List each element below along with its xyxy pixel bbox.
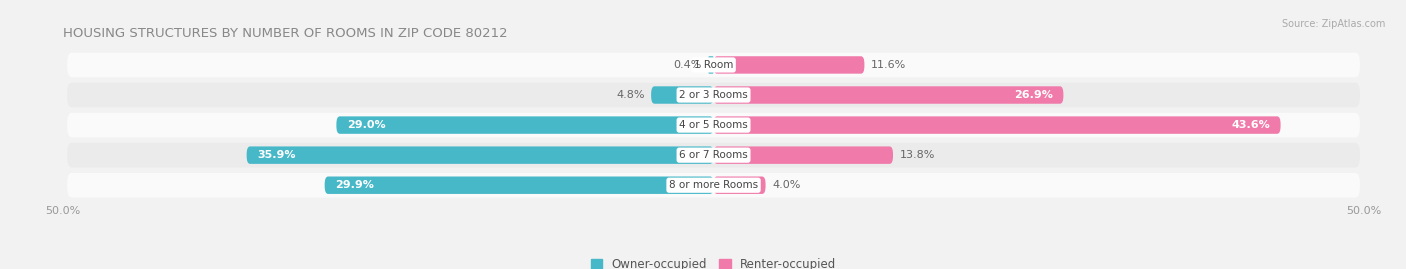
Text: 4 or 5 Rooms: 4 or 5 Rooms bbox=[679, 120, 748, 130]
FancyBboxPatch shape bbox=[67, 113, 1360, 137]
FancyBboxPatch shape bbox=[709, 56, 713, 74]
FancyBboxPatch shape bbox=[67, 143, 1360, 168]
FancyBboxPatch shape bbox=[67, 53, 1360, 77]
FancyBboxPatch shape bbox=[651, 86, 713, 104]
FancyBboxPatch shape bbox=[67, 83, 1360, 107]
Text: 11.6%: 11.6% bbox=[870, 60, 905, 70]
FancyBboxPatch shape bbox=[713, 56, 865, 74]
FancyBboxPatch shape bbox=[336, 116, 713, 134]
Text: 8 or more Rooms: 8 or more Rooms bbox=[669, 180, 758, 190]
Text: 43.6%: 43.6% bbox=[1232, 120, 1270, 130]
Text: 4.8%: 4.8% bbox=[616, 90, 644, 100]
Text: 4.0%: 4.0% bbox=[772, 180, 800, 190]
Text: 6 or 7 Rooms: 6 or 7 Rooms bbox=[679, 150, 748, 160]
Text: 13.8%: 13.8% bbox=[900, 150, 935, 160]
Text: Source: ZipAtlas.com: Source: ZipAtlas.com bbox=[1281, 19, 1385, 29]
Text: 35.9%: 35.9% bbox=[257, 150, 295, 160]
Text: 29.0%: 29.0% bbox=[347, 120, 385, 130]
Text: 1 Room: 1 Room bbox=[693, 60, 734, 70]
FancyBboxPatch shape bbox=[713, 146, 893, 164]
Text: 2 or 3 Rooms: 2 or 3 Rooms bbox=[679, 90, 748, 100]
FancyBboxPatch shape bbox=[67, 173, 1360, 197]
Text: 26.9%: 26.9% bbox=[1014, 90, 1053, 100]
Text: HOUSING STRUCTURES BY NUMBER OF ROOMS IN ZIP CODE 80212: HOUSING STRUCTURES BY NUMBER OF ROOMS IN… bbox=[63, 27, 508, 40]
FancyBboxPatch shape bbox=[713, 116, 1281, 134]
Text: 29.9%: 29.9% bbox=[335, 180, 374, 190]
FancyBboxPatch shape bbox=[713, 176, 765, 194]
FancyBboxPatch shape bbox=[325, 176, 713, 194]
FancyBboxPatch shape bbox=[713, 86, 1063, 104]
FancyBboxPatch shape bbox=[246, 146, 713, 164]
Legend: Owner-occupied, Renter-occupied: Owner-occupied, Renter-occupied bbox=[586, 253, 841, 269]
Text: 0.4%: 0.4% bbox=[673, 60, 702, 70]
